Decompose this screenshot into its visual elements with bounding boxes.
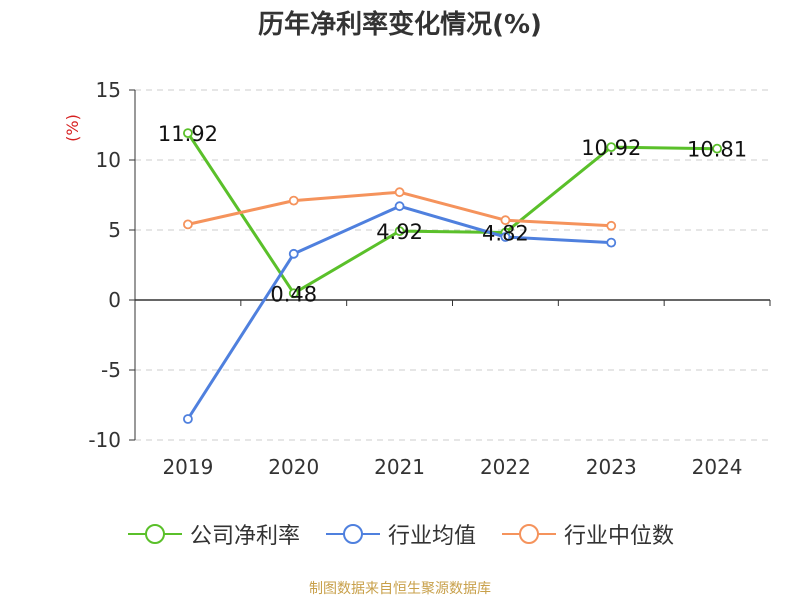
y-tick-label: 15 (96, 78, 121, 102)
legend-label: 公司净利率 (189, 524, 300, 549)
y-tick-label: -5 (101, 358, 121, 382)
legend-label: 行业均值 (387, 524, 476, 549)
legend-swatch (325, 524, 380, 544)
y-tick-label: -10 (88, 428, 121, 452)
chart-title: 历年净利率变化情况(%) (258, 10, 542, 40)
data-label: 4.82 (482, 222, 529, 246)
data-point (394, 187, 405, 198)
data-point (288, 288, 299, 299)
source-note: 制图数据来自恒生聚源数据库 (309, 581, 491, 597)
data-point (606, 220, 617, 231)
grid-lines (135, 89, 770, 441)
legend-swatch-marker (519, 524, 539, 544)
data-point (288, 195, 299, 206)
data-labels: 11.92 0.48 4.92 4.82 10.92 10.81 (158, 122, 747, 306)
data-point (606, 237, 617, 248)
data-point (500, 215, 511, 226)
legend-label: 行业中位数 (564, 524, 675, 549)
y-tick-label: 10 (96, 148, 121, 172)
data-point (288, 248, 299, 259)
x-tick-label: 2020 (268, 455, 319, 479)
series-line-0 (186, 132, 718, 295)
data-point (183, 414, 193, 424)
y-axis-label: (%) (63, 114, 82, 142)
legend-swatch (502, 524, 556, 544)
data-label: 10.92 (581, 136, 641, 160)
x-tick-label: 2024 (692, 455, 743, 479)
data-label: 0.48 (270, 282, 317, 306)
legend-item: 公司净利率 (126, 518, 300, 550)
data-point (394, 201, 405, 212)
x-tick-label: 2019 (162, 455, 213, 479)
data-point (183, 219, 193, 230)
data-label: 10.81 (687, 138, 747, 162)
series-lines (183, 128, 722, 424)
data-label: 11.92 (158, 122, 218, 146)
data-point (394, 226, 405, 237)
x-tick-label: 2023 (586, 455, 637, 479)
legend-item: 行业中位数 (500, 518, 674, 550)
x-tick-label: 2021 (374, 455, 425, 479)
data-point (500, 232, 511, 242)
legend-swatch (127, 524, 182, 544)
x-tick-label: 2022 (480, 455, 531, 479)
data-point (712, 143, 722, 154)
y-tick-label: 0 (108, 288, 121, 312)
legend-swatch-marker (342, 524, 363, 544)
data-point (606, 142, 617, 153)
data-point (183, 128, 193, 139)
data-label: 4.92 (376, 220, 423, 244)
y-tick-label: 5 (108, 218, 121, 242)
legend-swatch-marker (144, 524, 165, 544)
legend-item: 行业均值 (324, 518, 476, 550)
axes: 15 10 5 0 -5 -10 2019 2020 2021 2022 2023 2024 (%) (63, 78, 771, 479)
legend: 公司净利率 行业均值 行业中位数 (0, 518, 800, 550)
